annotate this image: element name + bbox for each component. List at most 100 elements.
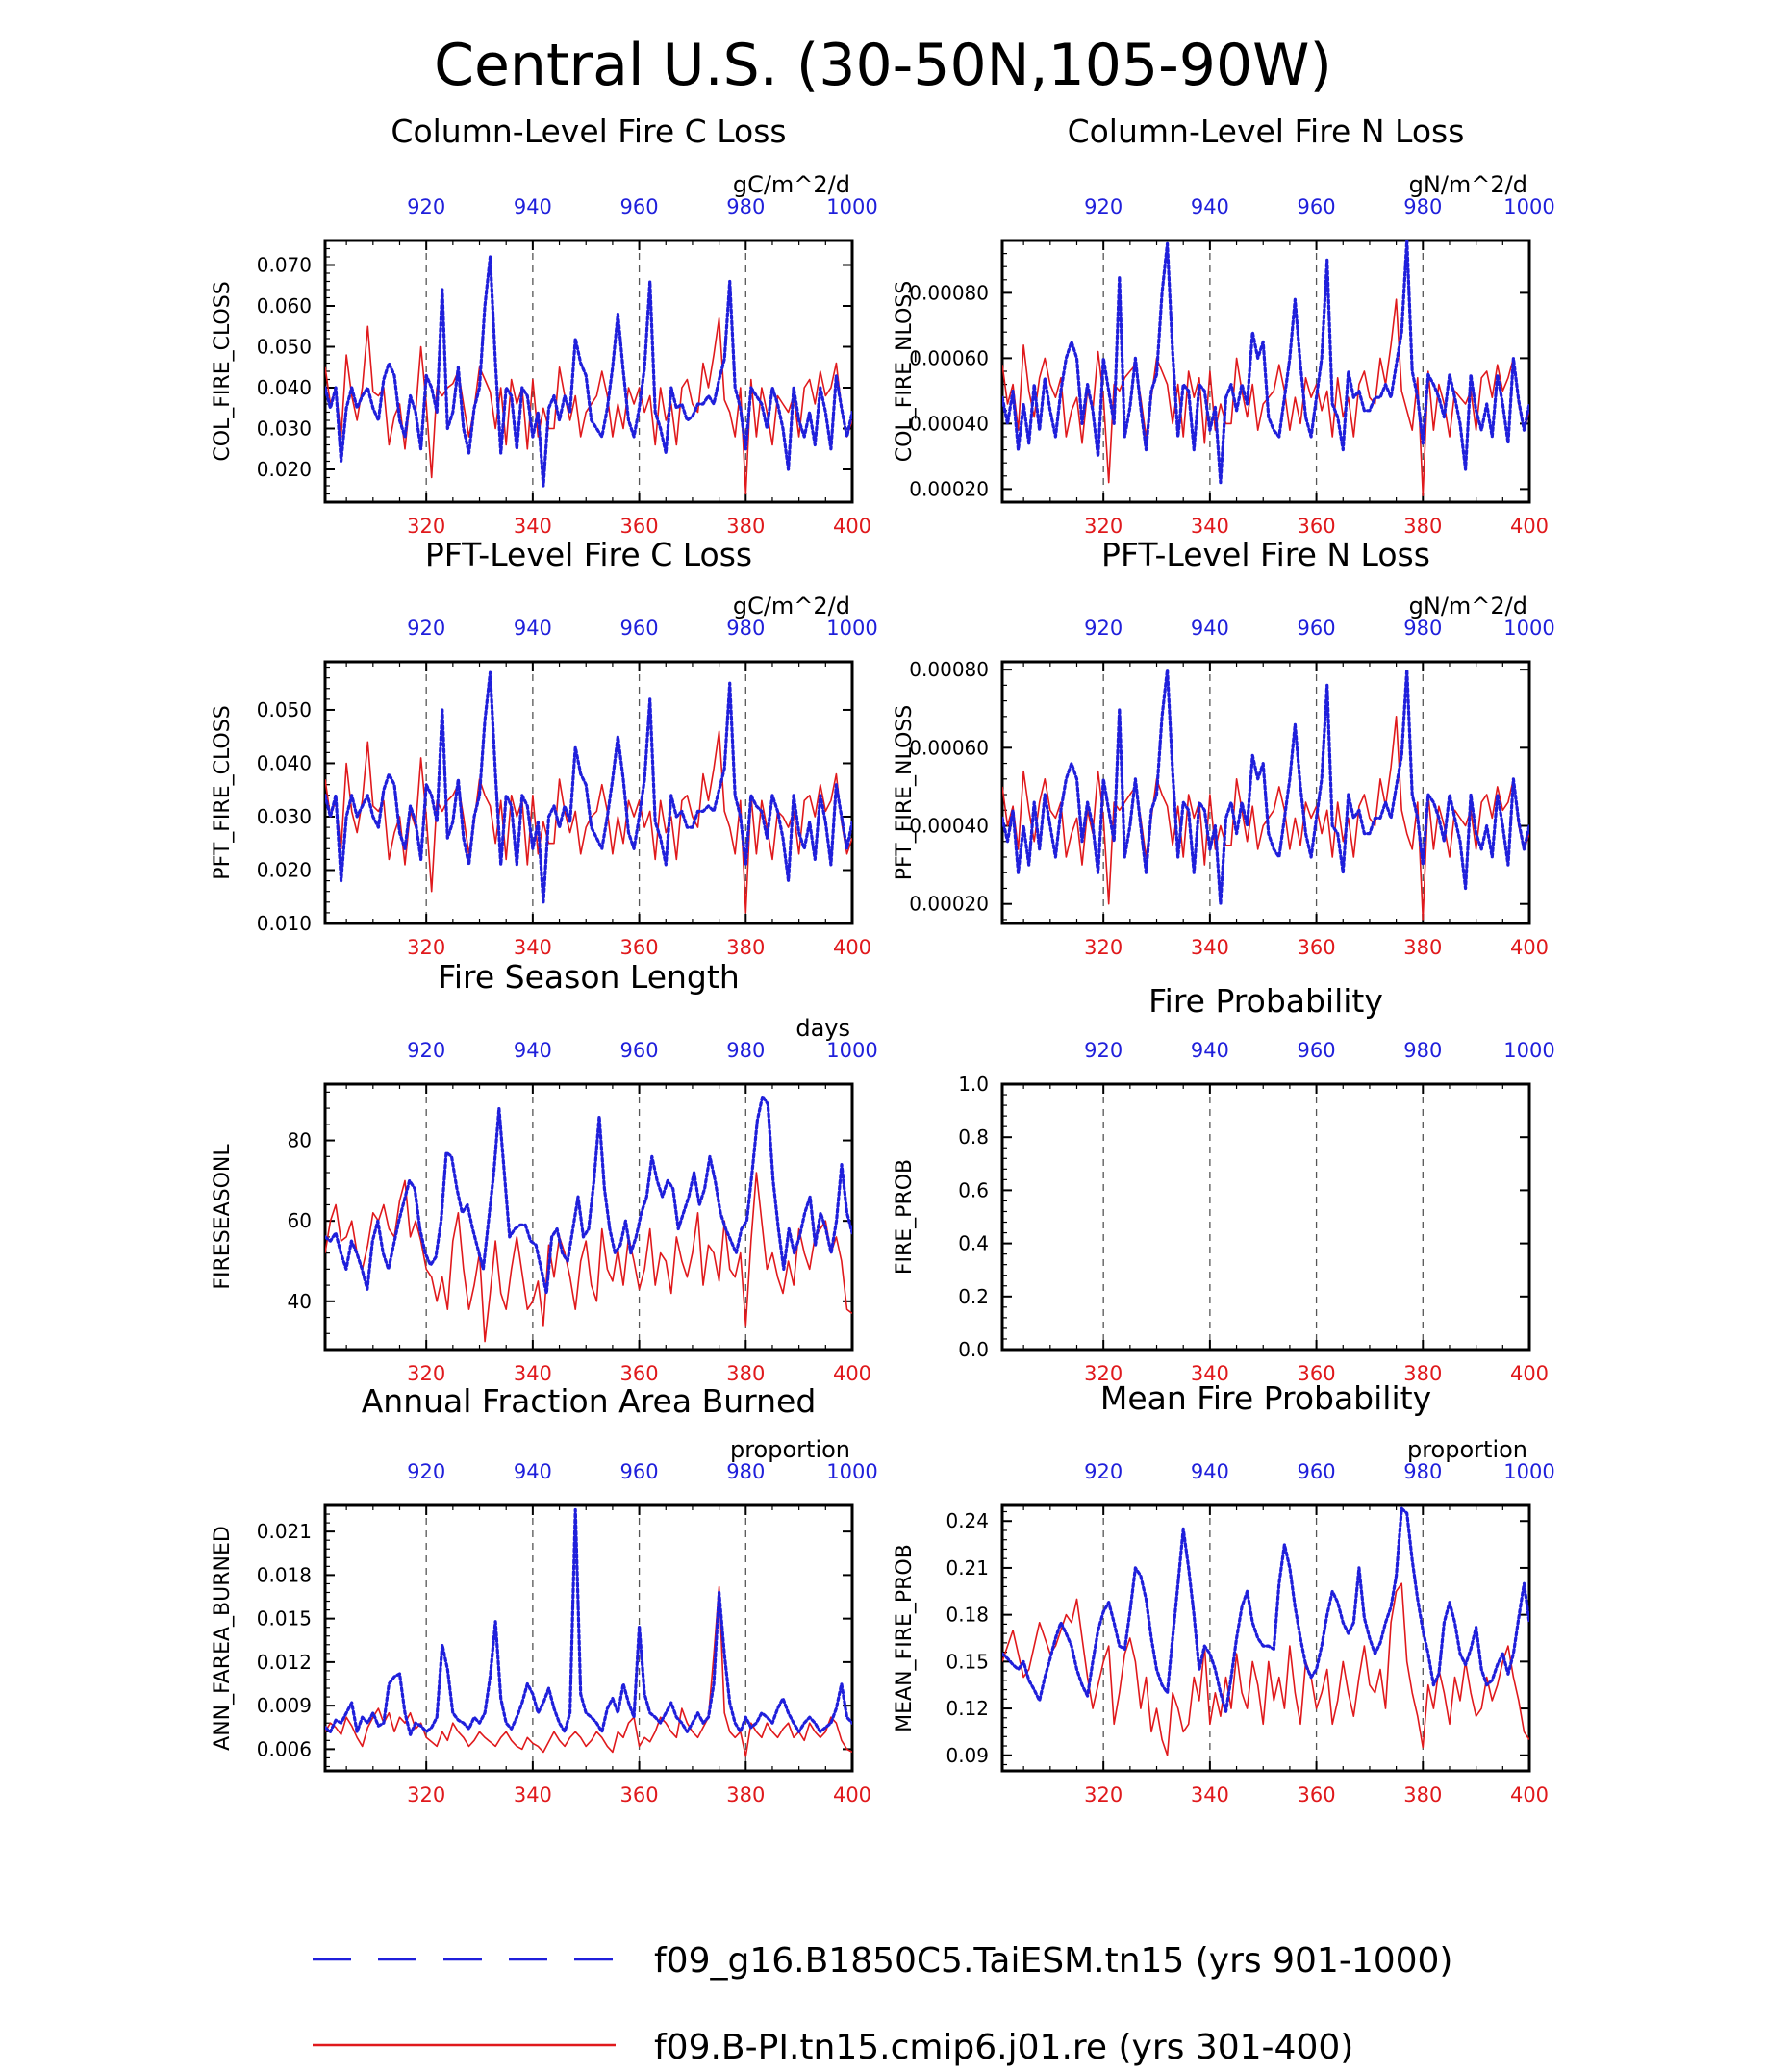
y-axis-label: MEAN_FIRE_PROB	[893, 1544, 917, 1732]
chart-title: Annual Fraction Area Burned	[362, 1382, 817, 1420]
x-tick-label-top: 940	[514, 195, 552, 218]
x-tick-label-top: 960	[620, 1460, 659, 1483]
y-axis-label: FIRESEASONL	[211, 1144, 235, 1290]
x-tick-label-bottom: 340	[514, 1362, 552, 1385]
x-tick-label-bottom: 400	[833, 1362, 871, 1385]
x-tick-label-top: 960	[620, 195, 659, 218]
x-tick-label-bottom: 380	[726, 936, 765, 959]
x-tick-label-top: 980	[726, 195, 765, 218]
x-tick-label-bottom: 320	[1084, 1362, 1123, 1385]
y-tick-label: 0.010	[257, 912, 312, 935]
y-tick-label: 0.050	[257, 698, 312, 721]
legend: f09_g16.B1850C5.TaiESM.tn15 (yrs 901-100…	[313, 1941, 1452, 2067]
x-tick-label-top: 920	[407, 195, 445, 218]
x-tick-label-top: 940	[1191, 1460, 1229, 1483]
series-line-case2	[325, 730, 852, 914]
x-tick-label-bottom: 400	[833, 515, 871, 538]
y-tick-label: 0.00060	[909, 346, 989, 369]
y-tick-label: 0.012	[257, 1651, 312, 1674]
x-tick-label-top: 960	[1298, 617, 1336, 640]
y-tick-label: 0.00060	[909, 736, 989, 759]
units-label: days	[795, 1015, 850, 1042]
x-tick-label-top: 1000	[1503, 617, 1554, 640]
plot-frame	[323, 660, 854, 925]
y-tick-label: 0.2	[958, 1285, 989, 1308]
x-tick-label-bottom: 360	[620, 515, 659, 538]
x-tick-label-top: 940	[514, 1460, 552, 1483]
y-tick-label: 0.00040	[909, 412, 989, 435]
x-tick-label-top: 940	[1191, 1039, 1229, 1062]
chart-panel: PFT-Level Fire N Loss gN/m^2/d 320 340 360 38…	[893, 536, 1555, 959]
x-tick-label-bottom: 340	[514, 936, 552, 959]
plot-frame	[1000, 1503, 1531, 1773]
legend-item-case2: f09.B-PI.tn15.cmip6.j01.re (yrs 301-400)	[313, 2028, 1353, 2067]
x-tick-label-bottom: 340	[514, 1783, 552, 1807]
x-tick-label-top: 940	[514, 1039, 552, 1062]
chart-panel: Fire Probability 320 340 360 380 400 920 940 960…	[893, 982, 1555, 1385]
y-tick-label: 0.6	[958, 1178, 989, 1201]
y-tick-label: 0.18	[946, 1604, 989, 1627]
x-tick-label-bottom: 380	[1403, 1783, 1442, 1807]
y-tick-label: 1.0	[958, 1073, 989, 1096]
x-tick-label-bottom: 360	[1298, 1783, 1336, 1807]
y-tick-label: 0.00020	[909, 893, 989, 916]
panels: Column-Level Fire C Loss gC/m^2/d 320 340 36…	[211, 113, 1555, 1807]
chart-panel: PFT-Level Fire C Loss gC/m^2/d 320 340 360 38…	[211, 536, 878, 959]
x-tick-label-top: 960	[1298, 1460, 1336, 1483]
x-tick-label-top: 980	[726, 617, 765, 640]
chart-panel: Fire Season Length days 320 340 360 380 400 920…	[211, 958, 878, 1385]
x-tick-label-top: 940	[1191, 617, 1229, 640]
y-tick-label: 0.8	[958, 1125, 989, 1149]
units-label: proportion	[1407, 1436, 1527, 1463]
chart-title: Column-Level Fire N Loss	[1068, 113, 1465, 150]
y-tick-label: 0.021	[257, 1520, 312, 1543]
legend-item-case1: f09_g16.B1850C5.TaiESM.tn15 (yrs 901-100…	[313, 1941, 1452, 1981]
y-tick-label: 0.24	[946, 1509, 989, 1532]
x-tick-label-bottom: 320	[1084, 1783, 1123, 1807]
x-tick-label-bottom: 360	[1298, 936, 1336, 959]
y-tick-label: 0.4	[958, 1232, 989, 1255]
units-label: gC/m^2/d	[733, 593, 850, 619]
x-tick-label-bottom: 400	[1510, 936, 1549, 959]
series-line-case2	[325, 1585, 852, 1757]
y-tick-label: 40	[288, 1290, 312, 1313]
units-label: gC/m^2/d	[733, 171, 850, 198]
x-tick-label-top: 1000	[826, 195, 877, 218]
x-tick-label-top: 1000	[826, 1460, 877, 1483]
chart-panel: Mean Fire Probability proportion 320 340 360…	[893, 1379, 1555, 1807]
y-axis-label: PFT_FIRE_CLOSS	[211, 705, 235, 879]
y-tick-label: 0.21	[946, 1556, 989, 1579]
x-tick-label-top: 960	[620, 1039, 659, 1062]
figure-title: Central U.S. (30-50N,105-90W)	[434, 32, 1332, 99]
y-axis-label: COL_FIRE_NLOSS	[893, 281, 917, 462]
series-line-case1	[325, 1507, 852, 1736]
units-label: gN/m^2/d	[1409, 171, 1527, 198]
legend-label-case1: f09_g16.B1850C5.TaiESM.tn15 (yrs 901-100…	[654, 1941, 1452, 1981]
x-tick-label-bottom: 340	[1191, 1362, 1229, 1385]
y-tick-label: 0.15	[946, 1650, 989, 1673]
y-tick-label: 0.030	[257, 805, 312, 828]
y-tick-label: 0.050	[257, 336, 312, 359]
series-line-case1	[1002, 240, 1529, 485]
x-tick-label-top: 940	[514, 617, 552, 640]
x-tick-label-top: 980	[1403, 1460, 1442, 1483]
x-tick-label-bottom: 380	[726, 1362, 765, 1385]
y-axis-label: ANN_FAREA_BURNED	[211, 1526, 235, 1751]
x-tick-label-bottom: 400	[1510, 1783, 1549, 1807]
x-tick-label-top: 1000	[1503, 1460, 1554, 1483]
series-line-case1	[1002, 1506, 1529, 1713]
x-tick-label-bottom: 340	[1191, 1783, 1229, 1807]
y-tick-label: 0.060	[257, 294, 312, 317]
y-tick-label: 0.040	[257, 751, 312, 774]
y-tick-label: 0.030	[257, 417, 312, 441]
x-tick-label-top: 980	[1403, 617, 1442, 640]
series-line-case1	[325, 255, 852, 488]
y-axis-label: COL_FIRE_CLOSS	[211, 281, 235, 461]
plot-frame	[1000, 1082, 1531, 1352]
x-tick-label-top: 920	[1084, 1460, 1123, 1483]
series-line-case2	[325, 1172, 852, 1343]
y-tick-label: 80	[288, 1129, 312, 1152]
x-tick-label-top: 1000	[826, 617, 877, 640]
y-axis-label: PFT_FIRE_NLOSS	[893, 705, 917, 880]
